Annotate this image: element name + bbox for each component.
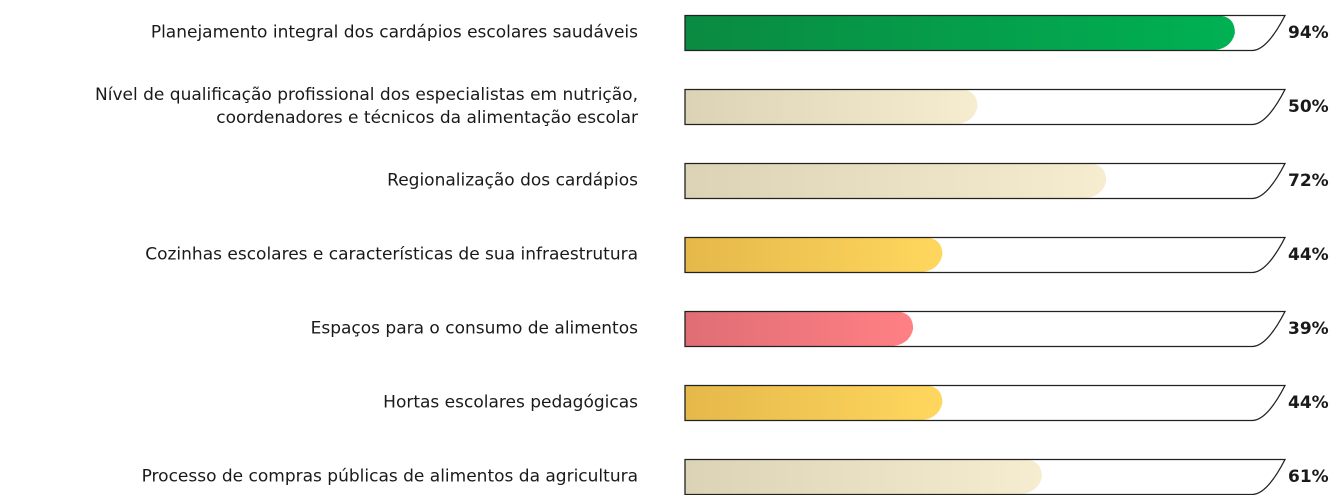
bar — [685, 163, 1107, 199]
bar — [685, 311, 914, 347]
bar — [685, 385, 943, 421]
value-label: 39% — [1288, 319, 1329, 339]
bar — [685, 459, 1042, 495]
bar-track — [684, 310, 1287, 348]
bar-track — [684, 14, 1287, 52]
value-label: 61% — [1288, 467, 1329, 487]
bar-track — [684, 162, 1287, 200]
value-label: 44% — [1288, 245, 1329, 265]
value-label: 72% — [1288, 171, 1329, 191]
category-label: Cozinhas escolares e características de … — [145, 244, 638, 265]
category-label: Planejamento integral dos cardápios esco… — [150, 22, 638, 43]
bar-track — [684, 384, 1287, 422]
value-label: 44% — [1288, 393, 1329, 413]
category-label: Processo de compras públicas de alimento… — [141, 466, 638, 487]
value-label: 50% — [1288, 97, 1329, 117]
category-label: Nível de qualificação profissional dos e… — [95, 85, 638, 128]
value-label: 94% — [1288, 23, 1329, 43]
bar — [685, 15, 1235, 51]
category-label: Hortas escolares pedagógicas — [383, 392, 638, 413]
bar-track — [684, 236, 1287, 274]
category-label: Espaços para o consumo de alimentos — [310, 318, 638, 339]
bar — [685, 89, 978, 125]
bar — [685, 237, 943, 273]
bar-track — [684, 88, 1287, 126]
category-label: Regionalização dos cardápios — [387, 170, 638, 191]
